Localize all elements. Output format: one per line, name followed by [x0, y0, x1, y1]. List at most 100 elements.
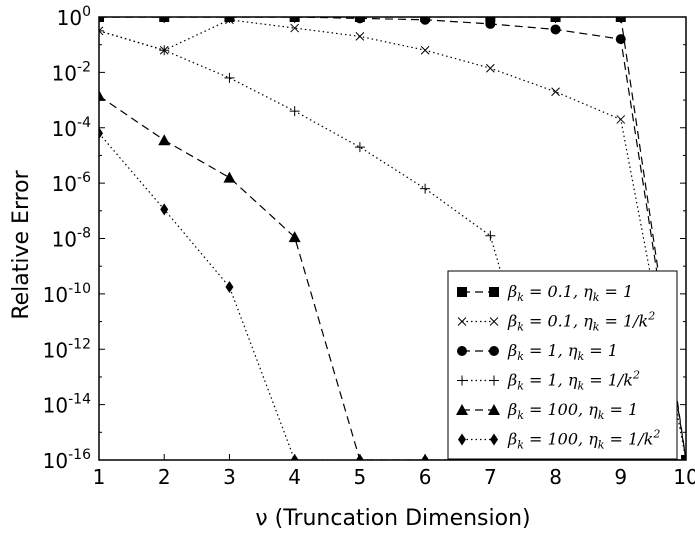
series-4-point [354, 142, 365, 153]
y-tick-exponent: -16 [68, 447, 91, 463]
x-tick-label: 6 [419, 465, 432, 489]
legend-label: βk = 1, ηk = 1/k2 [507, 369, 640, 393]
x-tick-label: 4 [288, 465, 301, 489]
series-4-point [224, 72, 235, 83]
x-mark-stroke [551, 87, 560, 97]
legend-label-part: k [517, 439, 524, 452]
legend-entry-4: βk = 1, ηk = 1/k2 [457, 369, 640, 393]
x-mark-stroke [290, 23, 300, 33]
axes-layer: 1 2 3 4 5 6 7 8 9 1010010-210-410-610-810-1010-12… [43, 4, 695, 489]
y-tick-label: 10-12 [43, 336, 91, 362]
legend-label-part: k [593, 321, 600, 334]
series-5-point [99, 89, 105, 101]
legend-label-part: = 1/k [604, 430, 653, 449]
y-tick-exponent: -12 [68, 336, 91, 352]
legend-label-part: k [593, 291, 600, 304]
y-tick-base: 10 [57, 6, 82, 30]
series-2-point [551, 87, 560, 97]
y-tick-label: 10-8 [52, 226, 91, 252]
legend-label: βk = 0.1, ηk = 1 [507, 282, 633, 304]
legend-label-part: k [517, 380, 524, 393]
series-2-point [355, 32, 365, 41]
x-tick-label: 9 [614, 465, 627, 489]
legend-box [447, 270, 678, 460]
series-2-point [616, 115, 626, 124]
x-mark-stroke [489, 317, 499, 326]
y-tick-base: 10 [43, 449, 68, 473]
legend-label-part: = 1/k [584, 371, 633, 390]
legend-label: βk = 1, ηk = 1 [507, 341, 618, 363]
x-mark-stroke [616, 115, 626, 124]
x-tick-label: 10 [673, 465, 695, 489]
y-tick-base: 10 [43, 394, 68, 418]
legend-marker [457, 317, 467, 326]
series-4-point [485, 230, 496, 241]
legend-label-part: k [577, 380, 584, 393]
legend-marker [489, 346, 499, 356]
y-axis-label: Relative Error [9, 169, 34, 319]
y-tick-label: 100 [57, 4, 91, 30]
legend-label-part: = 1, η [524, 341, 578, 360]
legend-label-part: k [598, 409, 605, 422]
series-2-point [290, 23, 300, 33]
legend-label-part: = 1/k [599, 312, 648, 331]
x-tick-label: 7 [484, 465, 497, 489]
series-4-point [159, 45, 170, 56]
legend-label-part: k [517, 291, 524, 304]
legend-label-part: = 100, η [524, 430, 598, 449]
legend-entry-1: βk = 0.1, ηk = 1 [457, 282, 633, 304]
legend-label: βk = 100, ηk = 1 [507, 400, 638, 422]
legend-marker [457, 375, 467, 386]
legend-label-part: β [507, 371, 517, 390]
legend-label-part: β [507, 430, 517, 449]
x-mark-stroke [420, 45, 430, 55]
y-tick-base: 10 [43, 338, 68, 362]
series-2-point [99, 26, 104, 36]
y-tick-exponent: 0 [82, 4, 91, 20]
x-mark-stroke [485, 63, 495, 73]
y-tick-label: 10-4 [52, 115, 92, 141]
y-tick-label: 10-16 [43, 447, 91, 473]
legend-label-part: k [577, 350, 584, 363]
legend-marker [489, 317, 499, 326]
series-4 [99, 25, 686, 460]
y-tick-base: 10 [52, 61, 77, 85]
legend-label-part: = 100, η [524, 400, 598, 419]
legend-entry-3: βk = 1, ηk = 1 [457, 341, 618, 363]
x-mark-stroke [457, 317, 467, 326]
legend-marker [488, 404, 500, 415]
y-tick-exponent: -10 [68, 281, 91, 297]
y-tick-label: 10-2 [52, 59, 91, 85]
series-3-point [99, 17, 104, 22]
series-6-point [99, 127, 103, 140]
legend-marker [490, 433, 498, 446]
series-5-point [223, 171, 236, 183]
series-6-point [682, 454, 686, 460]
series-4-point [99, 25, 104, 36]
legend-marker [458, 433, 466, 446]
x-tick-label: 3 [223, 465, 236, 489]
series-3-line [99, 17, 686, 460]
x-tick-label: 1 [93, 465, 106, 489]
y-tick-exponent: -2 [77, 59, 91, 75]
legend-label-part: 2 [647, 310, 655, 323]
series-2-point [420, 45, 430, 55]
legend-marker [457, 287, 467, 297]
y-tick-exponent: -6 [77, 170, 91, 186]
legend-label: βk = 0.1, ηk = 1/k2 [507, 310, 655, 334]
legend-label-part: k [517, 350, 524, 363]
legend-label-part: β [507, 312, 517, 331]
series-6-point [160, 203, 169, 216]
x-tick-label: 5 [354, 465, 367, 489]
series-5-point [288, 231, 301, 243]
legend-label-part: k [517, 321, 524, 334]
x-axis-label: ν (Truncation Dimension) [255, 506, 530, 531]
series-3-point [615, 34, 626, 45]
y-tick-label: 10-6 [52, 170, 92, 196]
y-tick-exponent: -14 [68, 392, 91, 408]
y-tick-exponent: -8 [77, 226, 91, 242]
legend-marker [489, 375, 499, 386]
legend-entry-5: βk = 100, ηk = 1 [456, 400, 638, 422]
legend-label-part: k [517, 409, 524, 422]
